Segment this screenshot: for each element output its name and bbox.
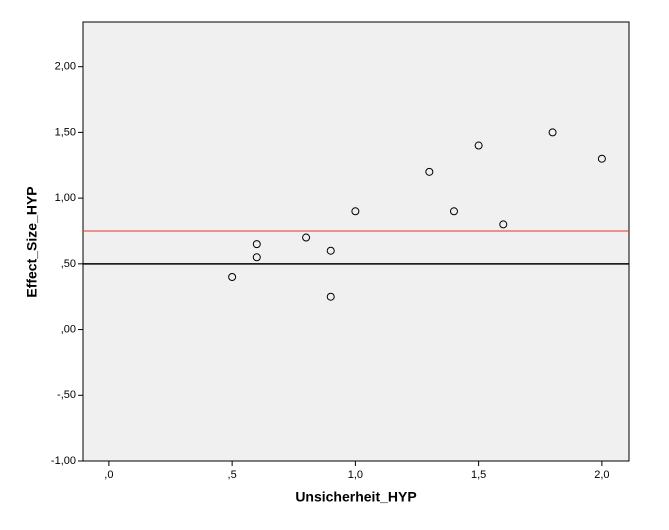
point	[252, 240, 261, 249]
point	[449, 207, 458, 216]
point	[326, 292, 335, 301]
y-tick-label: 1,50	[55, 126, 76, 138]
plot-area	[82, 21, 630, 462]
y-tick-label: -1,00	[51, 455, 76, 467]
x-tick-label: 2,0	[594, 469, 609, 481]
x-tick-label: 1,5	[471, 469, 486, 481]
point	[597, 154, 606, 163]
y-tick-label: ,50	[61, 258, 76, 270]
point	[228, 272, 237, 281]
point	[425, 167, 434, 176]
x-tick-label: ,5	[228, 469, 237, 481]
y-tick-label: -,50	[57, 389, 76, 401]
y-tick-label: 2,00	[55, 61, 76, 73]
point	[548, 128, 557, 137]
x-tick-label: 1,0	[348, 469, 363, 481]
point	[252, 253, 261, 262]
point	[302, 233, 311, 242]
point	[326, 246, 335, 255]
y-tick-label: ,00	[61, 323, 76, 335]
y-tick-label: 1,00	[55, 192, 76, 204]
y-axis-title: Effect_Size_HYP	[24, 186, 40, 297]
x-tick-label: ,0	[104, 469, 113, 481]
x-axis-title: Unsicherheit_HYP	[295, 489, 416, 505]
point	[474, 141, 483, 150]
point	[351, 207, 360, 216]
point	[499, 220, 508, 229]
